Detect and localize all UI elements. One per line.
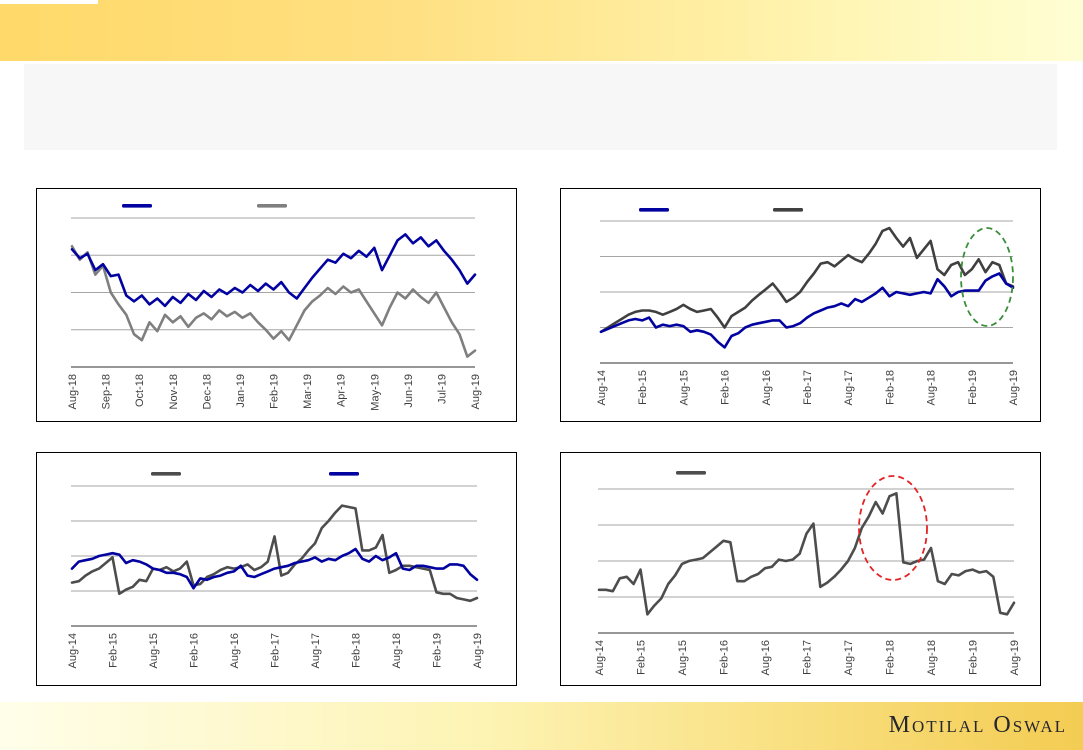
- x-tick-label: Aug-15: [677, 640, 689, 675]
- chart-bottom-left: Aug-14 Feb-15 Aug-15 Feb-16 Aug-16 Feb-17 Aug-…: [36, 452, 517, 686]
- x-tick-label: Aug-17: [310, 633, 322, 668]
- header-title-box: [24, 64, 1057, 150]
- brand-logo-text: Motilal Oswal: [888, 712, 1067, 738]
- chart-bottom-right: Aug-14 Feb-15 Aug-15 Feb-16 Aug-16 Feb-17 Aug-…: [560, 452, 1041, 686]
- x-tick-label: May-19: [369, 374, 381, 411]
- chart-canvas-bottom-right: Aug-14 Feb-15 Aug-15 Feb-16 Aug-16 Feb-17 Aug-…: [594, 471, 1021, 675]
- x-tick-label: Feb-19: [269, 374, 281, 409]
- chart-canvas-top-right: Aug-14 Feb-15 Aug-15 Feb-16 Aug-16 Feb-17 Aug-…: [596, 208, 1020, 405]
- series-line-blue: [70, 233, 477, 308]
- x-tick-label: Aug-19: [470, 374, 482, 409]
- x-tick-label: Aug-16: [760, 640, 772, 675]
- series-line-gray: [70, 244, 477, 358]
- x-tick-label: Aug-19: [472, 633, 484, 668]
- x-tick-label: Aug-18: [926, 370, 938, 405]
- x-tick-label: Feb-18: [885, 640, 897, 675]
- x-tick-label: Aug-19: [1008, 370, 1020, 405]
- x-tick-label: Aug-15: [678, 370, 690, 405]
- annotation-ellipse: [960, 227, 1014, 327]
- legend-swatch-0: [151, 472, 181, 476]
- chart-top-left: Aug-18 Sep-18 Oct-18 Nov-18 Dec-18 Jan-19 Feb-…: [36, 188, 517, 422]
- x-tick-label: Aug-18: [391, 633, 403, 668]
- x-tick-label: Feb-16: [189, 633, 201, 668]
- chart-canvas-bottom-left: Aug-14 Feb-15 Aug-15 Feb-16 Aug-16 Feb-17 Aug-…: [67, 472, 484, 668]
- x-tick-label: Apr-19: [336, 374, 348, 407]
- x-tick-label: Feb-17: [270, 633, 282, 668]
- x-tick-label: Oct-18: [134, 374, 146, 407]
- x-tick-label: Aug-15: [148, 633, 160, 668]
- x-tick-label: Feb-15: [636, 640, 648, 675]
- x-tick-label: Aug-18: [926, 640, 938, 675]
- footer-banner: Motilal Oswal: [0, 702, 1083, 750]
- legend-swatch-0: [676, 471, 706, 475]
- legend-swatch-0: [639, 208, 669, 212]
- x-tick-label: Feb-16: [719, 640, 731, 675]
- x-tick-label: Feb-19: [432, 633, 444, 668]
- legend-swatch-1: [257, 204, 287, 208]
- x-tick-label: Feb-19: [968, 640, 980, 675]
- series-line-blue: [599, 272, 1015, 349]
- x-tick-label: Aug-17: [843, 640, 855, 675]
- x-tick-label: Aug-17: [843, 370, 855, 405]
- x-tick-label: Aug-14: [596, 370, 608, 405]
- x-tick-label: Feb-16: [720, 370, 732, 405]
- x-tick-label: Jan-19: [235, 374, 247, 408]
- series-line-gray: [597, 491, 1016, 616]
- top-banner: [0, 0, 1083, 61]
- annotation-ellipse: [858, 475, 928, 581]
- x-tick-label: Aug-16: [761, 370, 773, 405]
- x-tick-label: Feb-15: [637, 370, 649, 405]
- x-tick-label: Aug-14: [594, 640, 606, 675]
- x-tick-label: Aug-18: [67, 374, 79, 409]
- x-tick-label: Jun-19: [403, 374, 415, 408]
- legend-swatch-1: [329, 472, 359, 476]
- x-tick-label: Nov-18: [168, 374, 180, 409]
- series-line-blue: [70, 547, 479, 590]
- x-tick-label: Aug-16: [229, 633, 241, 668]
- x-tick-label: Feb-18: [351, 633, 363, 668]
- x-tick-label: Sep-18: [101, 374, 113, 409]
- x-tick-label: Feb-18: [884, 370, 896, 405]
- x-tick-label: Feb-17: [802, 640, 814, 675]
- x-tick-label: Jul-19: [436, 374, 448, 404]
- x-tick-label: Dec-18: [201, 374, 213, 409]
- chart-canvas-top-left: Aug-18 Sep-18 Oct-18 Nov-18 Dec-18 Jan-19 Feb-…: [67, 204, 482, 411]
- top-left-notch: [0, 0, 98, 4]
- x-tick-label: Feb-17: [802, 370, 814, 405]
- x-tick-label: Feb-19: [967, 370, 979, 405]
- x-tick-label: Aug-14: [67, 633, 79, 668]
- legend-swatch-1: [773, 208, 803, 212]
- x-tick-label: Mar-19: [302, 374, 314, 409]
- series-line-gray: [70, 504, 479, 603]
- series-line-gray: [599, 226, 1015, 334]
- legend-swatch-0: [122, 204, 152, 208]
- x-tick-label: Aug-19: [1009, 640, 1021, 675]
- x-tick-label: Feb-15: [108, 633, 120, 668]
- chart-top-right: Aug-14 Feb-15 Aug-15 Feb-16 Aug-16 Feb-17 Aug-…: [560, 188, 1041, 422]
